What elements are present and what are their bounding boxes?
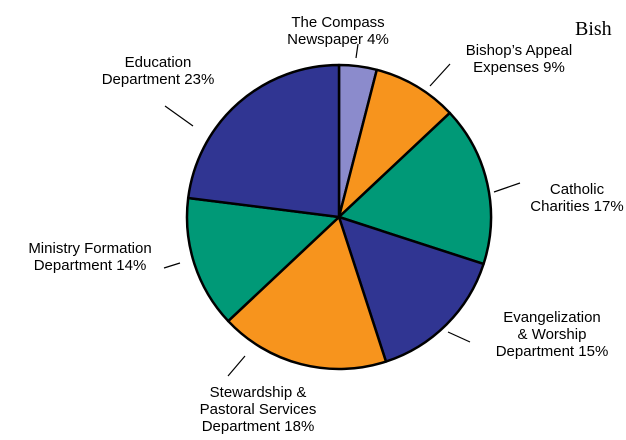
slice-label-0: The Compass Newspaper 4% <box>287 14 389 48</box>
slice-label-line: Ministry Formation <box>28 240 151 257</box>
slice-label-line: Department 18% <box>202 418 315 435</box>
leader-line-0 <box>355 43 359 59</box>
slice-label-line: Charities 17% <box>530 198 623 215</box>
slice-label-line: Bishop’s Appeal <box>466 42 572 59</box>
slice-label-line: Stewardship & <box>210 384 307 401</box>
leader-line-1 <box>429 63 451 87</box>
slice-label-line: Expenses 9% <box>473 59 565 76</box>
slice-label-line: Pastoral Services <box>200 401 317 418</box>
slice-label-2: Catholic Charities 17% <box>530 181 623 215</box>
leader-lines <box>163 43 521 377</box>
slice-label-4: Stewardship & Pastoral Services Department… <box>200 384 317 435</box>
slice-label-line: Department 15% <box>496 343 609 360</box>
slice-label-3: Evangelization & Worship Department 15% <box>496 309 609 360</box>
slice-label-5: Ministry Formation Department 14% <box>28 240 151 274</box>
slice-labels: The Compass Newspaper 4% Bishop’s Appeal Ex… <box>28 14 623 435</box>
slice-label-line: & Worship <box>518 326 587 343</box>
slice-label-line: The Compass <box>291 14 384 31</box>
pie-slice-4 <box>226 215 388 371</box>
slice-label-1: Bishop’s Appeal Expenses 9% <box>466 42 572 76</box>
header-fragment: Bish <box>575 18 612 40</box>
pie-slice-5 <box>185 196 341 323</box>
slice-label-6: Education Department 23% <box>102 54 215 88</box>
leader-line-6 <box>164 105 194 127</box>
leader-line-2 <box>493 182 521 193</box>
slice-label-line: Department 23% <box>102 71 215 88</box>
pie-slice-6 <box>186 63 341 219</box>
pie-slices <box>185 63 493 371</box>
leader-line-5 <box>163 262 181 269</box>
leader-line-3 <box>447 331 471 343</box>
slice-label-line: Department 14% <box>34 257 147 274</box>
pie-slice-2 <box>337 111 493 266</box>
slice-label-line: Evangelization <box>503 309 601 326</box>
slice-label-line: Catholic <box>550 181 605 198</box>
slice-label-line: Education <box>125 54 192 71</box>
slice-label-line: Newspaper 4% <box>287 31 389 48</box>
pie-slice-1 <box>337 68 452 219</box>
leader-line-4 <box>227 355 246 377</box>
